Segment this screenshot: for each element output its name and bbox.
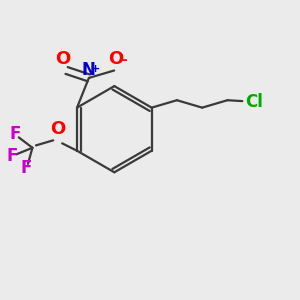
Text: F: F (10, 125, 21, 143)
Text: O: O (108, 50, 123, 68)
Text: +: + (91, 64, 100, 74)
Text: -: - (121, 53, 127, 67)
Text: O: O (50, 120, 65, 138)
Text: N: N (82, 61, 96, 80)
Text: F: F (7, 147, 18, 165)
Text: F: F (21, 159, 32, 177)
Text: O: O (56, 50, 71, 68)
Text: Cl: Cl (245, 93, 263, 111)
